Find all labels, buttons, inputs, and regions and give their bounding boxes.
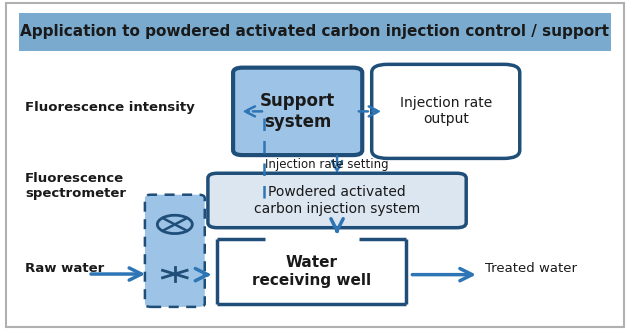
FancyBboxPatch shape: [145, 195, 205, 307]
Text: Injection rate
output: Injection rate output: [399, 96, 492, 126]
Text: Treated water: Treated water: [485, 262, 577, 276]
FancyBboxPatch shape: [208, 173, 466, 228]
Text: Support
system: Support system: [260, 92, 335, 131]
Text: Fluorescence intensity: Fluorescence intensity: [25, 101, 195, 114]
Text: Raw water: Raw water: [25, 262, 105, 276]
Text: Water
receiving well: Water receiving well: [252, 255, 372, 288]
FancyBboxPatch shape: [372, 64, 520, 158]
Bar: [217, 239, 406, 304]
Text: Application to powdered activated carbon injection control / support: Application to powdered activated carbon…: [21, 24, 609, 39]
FancyBboxPatch shape: [233, 68, 362, 155]
Bar: [19, 13, 611, 51]
FancyBboxPatch shape: [6, 3, 624, 327]
Text: Fluorescence
spectrometer: Fluorescence spectrometer: [25, 173, 126, 200]
Text: Injection rate setting: Injection rate setting: [265, 158, 388, 171]
Text: Powdered activated
carbon injection system: Powdered activated carbon injection syst…: [254, 185, 420, 215]
